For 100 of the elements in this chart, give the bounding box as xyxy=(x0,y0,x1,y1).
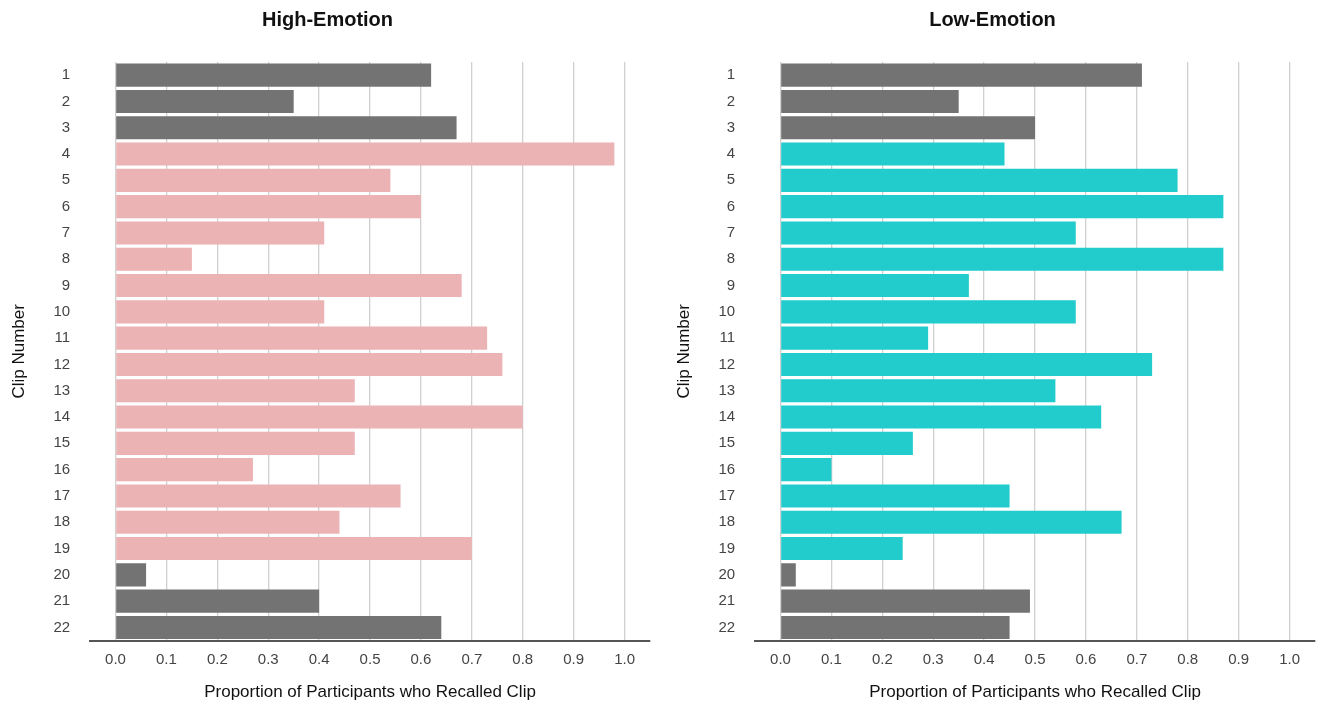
bar xyxy=(781,63,1142,87)
bar xyxy=(116,195,421,219)
y-tick-label: 19 xyxy=(53,538,71,556)
bar xyxy=(781,300,1076,324)
y-tick-label: 14 xyxy=(718,407,736,425)
y-axis-title: Clip Number xyxy=(8,303,28,399)
y-tick-label: 8 xyxy=(61,249,71,267)
bar xyxy=(781,168,1178,192)
bar xyxy=(116,536,472,561)
y-tick-label: 6 xyxy=(726,196,736,214)
y-tick-label: 15 xyxy=(53,433,71,451)
y-tick-label: 3 xyxy=(61,117,71,135)
bar xyxy=(116,458,253,482)
x-tick-label: 0.5 xyxy=(1024,649,1046,667)
y-tick-label: 17 xyxy=(53,486,71,504)
y-tick-label: 18 xyxy=(718,512,736,530)
bar xyxy=(781,589,1030,613)
bar xyxy=(781,195,1224,219)
y-tick-label: 5 xyxy=(61,170,71,188)
bar xyxy=(116,247,192,271)
bar xyxy=(116,431,355,455)
x-tick-label: 0.9 xyxy=(563,649,585,667)
bar xyxy=(781,116,1036,140)
x-tick-label: 0.7 xyxy=(1126,649,1148,667)
bar xyxy=(116,589,320,613)
x-tick-label: 1.0 xyxy=(1279,649,1300,667)
y-tick-label: 13 xyxy=(53,380,71,398)
y-tick-label: 1 xyxy=(61,65,71,83)
bar xyxy=(781,405,1102,429)
x-tick-label: 0.4 xyxy=(973,649,995,667)
x-tick-label: 0.5 xyxy=(359,649,381,667)
y-tick-label: 14 xyxy=(53,407,71,425)
y-tick-label: 1 xyxy=(726,65,736,83)
y-tick-label: 7 xyxy=(726,223,736,241)
x-tick-label: 0.1 xyxy=(821,649,842,667)
bar xyxy=(116,142,615,166)
bar xyxy=(116,63,432,87)
y-tick-label: 22 xyxy=(718,617,736,635)
x-axis-title: Proportion of Participants who Recalled Clip xyxy=(204,682,536,702)
x-tick-label: 0.9 xyxy=(1228,649,1250,667)
bar xyxy=(781,221,1076,245)
x-tick-label: 0.2 xyxy=(871,649,893,667)
y-tick-label: 4 xyxy=(61,144,71,162)
bar xyxy=(781,431,913,455)
y-tick-label: 18 xyxy=(53,512,71,530)
bar xyxy=(781,536,903,561)
bar xyxy=(116,89,294,114)
x-tick-label: 0.6 xyxy=(1075,649,1097,667)
bar xyxy=(781,615,1010,640)
y-tick-label: 2 xyxy=(61,91,71,109)
y-tick-label: 10 xyxy=(53,301,71,319)
bar xyxy=(781,484,1010,508)
bar xyxy=(781,458,832,482)
bar xyxy=(116,221,325,245)
bar xyxy=(781,510,1122,534)
y-tick-label: 13 xyxy=(718,380,736,398)
y-tick-label: 15 xyxy=(718,433,736,451)
bar xyxy=(116,615,442,640)
y-tick-label: 4 xyxy=(726,144,736,162)
bar xyxy=(781,379,1056,403)
y-tick-label: 16 xyxy=(53,459,71,477)
chart-title: Low-Emotion xyxy=(929,7,1056,30)
bar xyxy=(781,273,969,298)
y-tick-label: 17 xyxy=(718,486,736,504)
y-tick-label: 9 xyxy=(726,275,736,293)
bar xyxy=(116,379,355,403)
bar xyxy=(116,563,147,587)
bar xyxy=(116,405,523,429)
x-tick-label: 0.8 xyxy=(1177,649,1199,667)
y-tick-label: 12 xyxy=(718,354,736,372)
y-tick-label: 9 xyxy=(61,275,71,293)
bar xyxy=(781,142,1005,166)
x-tick-label: 0.6 xyxy=(410,649,432,667)
bar xyxy=(781,563,796,587)
x-tick-label: 0.3 xyxy=(922,649,944,667)
x-tick-label: 0.2 xyxy=(206,649,228,667)
bar xyxy=(116,326,488,350)
y-tick-label: 12 xyxy=(53,354,71,372)
y-tick-label: 5 xyxy=(726,170,736,188)
x-tick-label: 0.3 xyxy=(257,649,279,667)
y-tick-label: 20 xyxy=(53,564,71,582)
bar xyxy=(116,484,401,508)
x-tick-label: 0.1 xyxy=(156,649,177,667)
bar xyxy=(781,247,1224,271)
bar xyxy=(116,273,462,298)
y-axis-title: Clip Number xyxy=(673,303,693,399)
x-axis-title: Proportion of Participants who Recalled Clip xyxy=(869,682,1201,702)
bar xyxy=(116,116,457,140)
y-tick-label: 16 xyxy=(718,459,736,477)
x-tick-label: 0.8 xyxy=(512,649,534,667)
y-tick-label: 6 xyxy=(61,196,71,214)
y-tick-label: 21 xyxy=(718,591,736,609)
y-tick-label: 11 xyxy=(54,328,71,346)
bar xyxy=(781,326,929,350)
bar xyxy=(116,300,325,324)
x-tick-label: 0.0 xyxy=(770,649,791,667)
y-tick-label: 19 xyxy=(718,538,736,556)
bar xyxy=(781,89,959,114)
y-tick-label: 10 xyxy=(718,301,736,319)
y-tick-label: 3 xyxy=(726,117,736,135)
